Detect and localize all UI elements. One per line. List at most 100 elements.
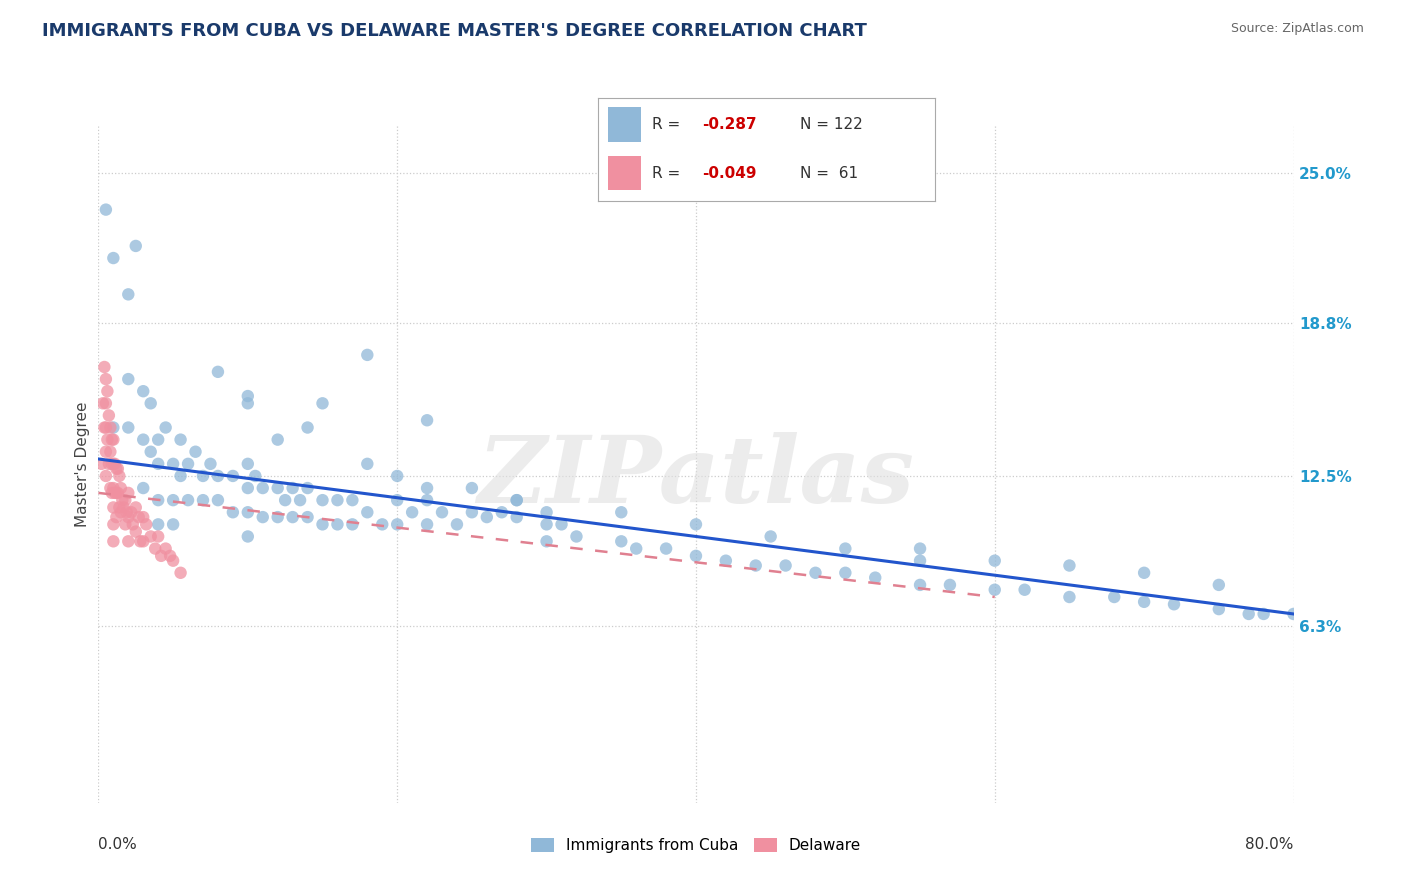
Point [222, 505, 245, 519]
Point [311, 517, 333, 532]
Point [236, 481, 259, 495]
Point [834, 541, 856, 556]
Point [184, 444, 207, 458]
Point [207, 493, 229, 508]
Point [191, 469, 214, 483]
Point [311, 396, 333, 410]
Point [94, 420, 117, 434]
Point [148, 517, 170, 532]
Point [446, 517, 468, 532]
Point [685, 517, 707, 532]
Point [461, 481, 484, 495]
Point [385, 517, 409, 532]
Point [101, 433, 124, 447]
Text: R =: R = [651, 166, 685, 180]
Point [103, 517, 125, 532]
Point [565, 529, 588, 543]
Point [104, 457, 127, 471]
Point [128, 510, 150, 524]
Point [1282, 607, 1305, 621]
Point [236, 396, 259, 410]
Text: N =  61: N = 61 [800, 166, 858, 180]
Point [775, 558, 797, 573]
Point [162, 554, 184, 568]
Point [267, 481, 290, 495]
Text: Source: ZipAtlas.com: Source: ZipAtlas.com [1230, 22, 1364, 36]
Point [103, 481, 125, 495]
Point [107, 486, 129, 500]
Point [191, 493, 214, 508]
Point [1208, 578, 1230, 592]
Text: -0.049: -0.049 [702, 166, 756, 180]
Point [461, 505, 484, 519]
Point [93, 359, 115, 374]
Point [550, 517, 572, 532]
Point [245, 469, 267, 483]
Point [416, 493, 439, 508]
Point [117, 420, 139, 434]
Point [103, 534, 125, 549]
Point [865, 571, 887, 585]
Point [117, 287, 139, 301]
Point [506, 510, 529, 524]
Point [267, 510, 290, 524]
Point [236, 389, 259, 403]
Point [356, 505, 378, 519]
Point [385, 493, 409, 508]
Text: N = 122: N = 122 [800, 117, 863, 132]
Point [97, 409, 120, 423]
Point [506, 493, 529, 508]
Point [101, 457, 124, 471]
Legend: Immigrants from Cuba, Delaware: Immigrants from Cuba, Delaware [524, 832, 868, 860]
Y-axis label: Master's Degree: Master's Degree [75, 401, 90, 526]
Point [93, 420, 115, 434]
Point [90, 457, 112, 471]
Point [610, 534, 633, 549]
Point [94, 444, 117, 458]
Point [834, 566, 856, 580]
Point [100, 420, 122, 434]
Point [96, 433, 118, 447]
Point [236, 529, 259, 543]
Point [297, 481, 319, 495]
Point [129, 534, 152, 549]
Point [281, 481, 304, 495]
Point [236, 457, 259, 471]
Point [759, 529, 782, 543]
Point [267, 433, 290, 447]
Point [121, 517, 143, 532]
Point [236, 505, 259, 519]
Point [506, 493, 529, 508]
Bar [607, 155, 641, 190]
Point [1163, 597, 1185, 611]
Point [430, 505, 453, 519]
Point [105, 510, 128, 524]
Point [94, 469, 117, 483]
Point [536, 534, 558, 549]
Point [125, 239, 148, 253]
Point [169, 566, 191, 580]
Point [148, 493, 170, 508]
Point [200, 457, 222, 471]
Point [94, 372, 117, 386]
Point [908, 541, 931, 556]
Point [110, 505, 132, 519]
Point [139, 396, 162, 410]
Point [311, 493, 333, 508]
Point [105, 461, 128, 475]
Point [491, 505, 513, 519]
Point [143, 541, 166, 556]
Point [714, 554, 737, 568]
Point [139, 529, 162, 543]
Point [177, 493, 200, 508]
Point [148, 457, 170, 471]
Point [297, 420, 319, 434]
Point [416, 517, 439, 532]
Text: ZIPatlas: ZIPatlas [478, 433, 914, 523]
Point [108, 469, 131, 483]
Point [117, 534, 139, 549]
Point [342, 517, 364, 532]
Point [401, 505, 423, 519]
Point [111, 493, 134, 508]
Point [159, 549, 181, 563]
